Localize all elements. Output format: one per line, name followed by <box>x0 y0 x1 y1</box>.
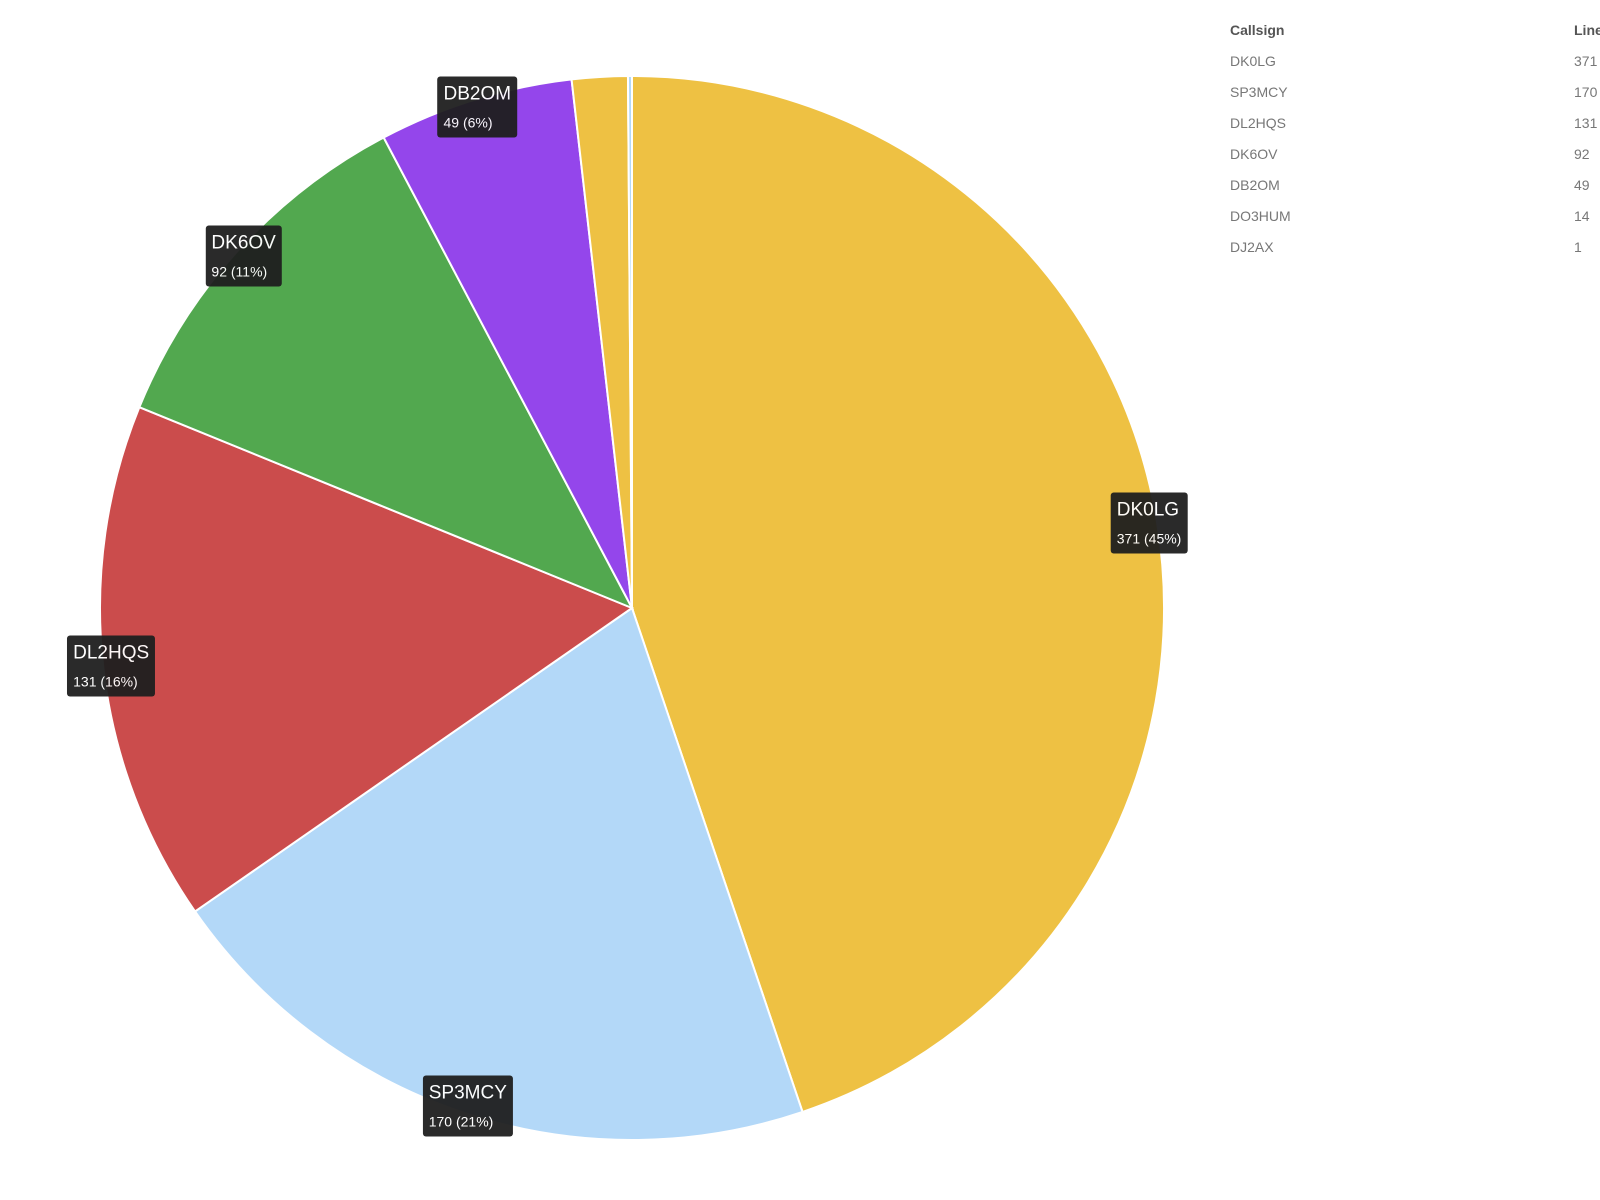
callsign-cell: DK6OV <box>1230 146 1278 162</box>
lines-column-header[interactable]: Lines <box>1574 22 1600 38</box>
lines-cell: 49 <box>1574 177 1590 193</box>
slice-label-value: 371 (45%) <box>1116 530 1182 547</box>
pie-slice-dj2ax[interactable] <box>626 74 633 609</box>
table-body: DK0LG 371 SP3MCY 170 DL2HQS 131 DK6OV 92 DB2OM 49… <box>1230 53 1600 270</box>
callsign-cell: DO3HUM <box>1230 208 1291 224</box>
lines-cell: 371 <box>1574 53 1598 69</box>
lines-cell: 1 <box>1574 239 1582 255</box>
lines-cell: 92 <box>1574 146 1590 162</box>
slice-label-name: DK6OV <box>211 232 276 254</box>
callsign-cell: SP3MCY <box>1230 84 1288 100</box>
slice-label-name: DB2OM <box>443 83 512 105</box>
table-row: SP3MCY 170 <box>1230 84 1600 115</box>
table-row: DK6OV 92 <box>1230 146 1600 177</box>
table-header-row: Callsign Lines <box>1230 22 1600 53</box>
table-row: DB2OM 49 <box>1230 177 1600 208</box>
table-row: DK0LG 371 <box>1230 53 1600 84</box>
pie-chart <box>99 74 1165 1141</box>
callsign-cell: DK0LG <box>1230 53 1276 69</box>
callsign-cell: DB2OM <box>1230 177 1280 193</box>
slice-label-dl2hqs: DL2HQS 131 (16%) <box>67 635 156 697</box>
slice-label-db2om: DB2OM 49 (6%) <box>437 76 518 138</box>
slice-label-dk6ov: DK6OV 92 (11%) <box>205 225 282 287</box>
slice-label-value: 92 (11%) <box>211 263 268 280</box>
slice-label-value: 170 (21%) <box>428 1113 494 1130</box>
lines-cell: 14 <box>1574 208 1590 224</box>
slice-label-name: DK0LG <box>1116 499 1180 521</box>
table-row: DL2HQS 131 <box>1230 115 1600 146</box>
slice-label-value: 49 (6%) <box>443 114 493 131</box>
callsign-cell: DJ2AX <box>1230 239 1274 255</box>
slice-label-dk0lg: DK0LG 371 (45%) <box>1110 492 1188 554</box>
callsign-table: Callsign Lines DK0LG 371 SP3MCY 170 DL2HQS 13… <box>1230 22 1600 270</box>
slice-label-sp3mcy: SP3MCY 170 (21%) <box>422 1075 513 1137</box>
lines-cell: 131 <box>1574 115 1598 131</box>
lines-cell: 170 <box>1574 84 1598 100</box>
slice-label-value: 131 (16%) <box>73 673 138 690</box>
slice-label-name: DL2HQS <box>73 642 150 664</box>
callsign-column-header[interactable]: Callsign <box>1230 22 1285 38</box>
table-row: DJ2AX 1 <box>1230 239 1600 270</box>
slice-label-name: SP3MCY <box>428 1082 507 1104</box>
callsign-cell: DL2HQS <box>1230 115 1287 131</box>
table-row: DO3HUM 14 <box>1230 208 1600 239</box>
